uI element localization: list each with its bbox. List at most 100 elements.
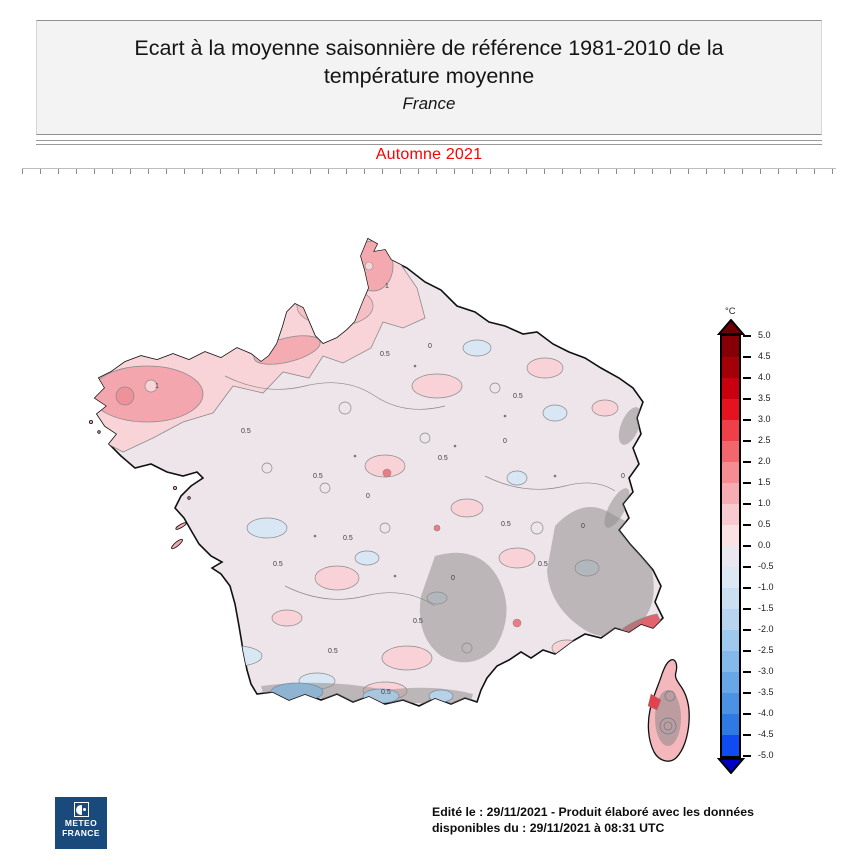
season-label: Automne 2021 xyxy=(375,146,483,163)
islands xyxy=(89,419,191,550)
colorbar-segment xyxy=(722,609,739,630)
svg-text:0.5: 0.5 xyxy=(273,561,283,568)
ruler-divider xyxy=(22,168,836,174)
colorbar-segment xyxy=(722,378,739,399)
colorbar-tick-label: -2.5 xyxy=(758,645,774,655)
colorbar-tick-label: 1.5 xyxy=(758,477,771,487)
svg-text:1: 1 xyxy=(155,383,159,390)
colorbar-tick-label: 4.0 xyxy=(758,372,771,382)
colorbar-tick-label: 3.0 xyxy=(758,414,771,424)
brittany-warm-blob xyxy=(95,365,204,423)
colorbar-tick-label: -2.0 xyxy=(758,624,774,634)
colorbar-tick-label: 0.0 xyxy=(758,540,771,550)
colorbar-segment xyxy=(722,483,739,504)
svg-text:0.5: 0.5 xyxy=(328,648,338,655)
france-anomaly-map: 0.5 0.5 0.5 0.5 0.5 0.5 0.5 0.5 0.5 0.5 … xyxy=(85,226,700,796)
header-box: Ecart à la moyenne saisonnière de référe… xyxy=(36,20,822,135)
normandy-warm-blob xyxy=(253,335,321,365)
colorbar-tick xyxy=(743,461,751,463)
colorbar-segment xyxy=(722,735,739,756)
colorbar-tick xyxy=(743,650,751,652)
colorbar-tick xyxy=(743,440,751,442)
page-subtitle: France xyxy=(402,93,456,113)
svg-text:0: 0 xyxy=(581,523,585,530)
colorbar-tick xyxy=(743,587,751,589)
corsica xyxy=(647,658,690,762)
colorbar-segment xyxy=(722,399,739,420)
colorbar-unit-label: °C xyxy=(725,306,736,317)
colorbar-tick xyxy=(743,713,751,715)
colorbar-tick-label: -4.0 xyxy=(758,708,774,718)
svg-text:0.5: 0.5 xyxy=(438,455,448,462)
colorbar-tick xyxy=(743,734,751,736)
colorbar-segment xyxy=(722,336,739,357)
colorbar-arrow-down-icon xyxy=(717,758,745,774)
colorbar-segment xyxy=(722,525,739,546)
svg-text:0: 0 xyxy=(366,493,370,500)
colorbar-segment xyxy=(722,588,739,609)
colorbar-segments xyxy=(720,334,741,758)
header-divider xyxy=(36,140,822,145)
colorbar-tick xyxy=(743,629,751,631)
colorbar-segment xyxy=(722,651,739,672)
svg-text:0: 0 xyxy=(621,473,625,480)
svg-text:0: 0 xyxy=(503,438,507,445)
colorbar-segment xyxy=(722,672,739,693)
contour-rings xyxy=(224,375,616,654)
colorbar-tick-label: 1.0 xyxy=(758,498,771,508)
colorbar-tick xyxy=(743,398,751,400)
colorbar-tick xyxy=(743,671,751,673)
colorbar-segment xyxy=(722,546,739,567)
colorbar-tick xyxy=(743,545,751,547)
colorbar-segment xyxy=(722,567,739,588)
svg-text:1: 1 xyxy=(385,283,389,290)
colorbar-tick-label: -5.0 xyxy=(758,750,774,760)
colorbar-segment xyxy=(722,420,739,441)
colorbar-tick xyxy=(743,377,751,379)
colorbar-tick-label: 4.5 xyxy=(758,351,771,361)
page-title: Ecart à la moyenne saisonnière de référe… xyxy=(134,36,724,89)
colorbar-tick-label: -4.5 xyxy=(758,729,774,739)
caption-line2: disponibles du : 29/11/2021 à 08:31 UTC xyxy=(432,821,665,836)
svg-text:0: 0 xyxy=(451,575,455,582)
colorbar-segment xyxy=(722,693,739,714)
colorbar-tick xyxy=(743,419,751,421)
colorbar-tick xyxy=(743,335,751,337)
colorbar-tick-label: -3.5 xyxy=(758,687,774,697)
svg-text:0.5: 0.5 xyxy=(241,428,251,435)
colorbar-tick xyxy=(743,503,751,505)
contour-labels: 0.5 0.5 0.5 0.5 0.5 0.5 0.5 0.5 0.5 0.5 … xyxy=(155,283,625,696)
colorbar-tick xyxy=(743,566,751,568)
colorbar-tick xyxy=(743,482,751,484)
colorbar-segment xyxy=(722,357,739,378)
colorbar-tick-label: 2.0 xyxy=(758,456,771,466)
svg-text:0.5: 0.5 xyxy=(513,393,523,400)
colorbar-tick-label: 5.0 xyxy=(758,330,771,340)
colorbar-segment xyxy=(722,441,739,462)
colorbar-tick-label: -0.5 xyxy=(758,561,774,571)
colorbar-tick-label: 2.5 xyxy=(758,435,771,445)
colorbar-tick xyxy=(743,608,751,610)
colorbar-tick xyxy=(743,755,751,757)
colorbar-segment xyxy=(722,714,739,735)
caption-line1: Edité le : 29/11/2021 - Produit élaboré … xyxy=(432,805,754,819)
colorbar: °C 5.0 4.5 4.0 3.5 3.0 2.5 2.0 1.5 1.0 0.5 0.0 -0.5… xyxy=(712,306,842,791)
colorbar-segment xyxy=(722,462,739,483)
colorbar-tick xyxy=(743,356,751,358)
colorbar-tick xyxy=(743,692,751,694)
colorbar-tick-label: 0.5 xyxy=(758,519,771,529)
svg-text:0.5: 0.5 xyxy=(313,473,323,480)
svg-text:0: 0 xyxy=(428,343,432,350)
logo-text-line2: FRANCE xyxy=(62,827,100,838)
logo-text-line1: METEO xyxy=(64,818,98,828)
svg-text:0.5: 0.5 xyxy=(501,521,511,528)
colorbar-tick-label: -1.0 xyxy=(758,582,774,592)
meteo-france-icon xyxy=(73,802,89,817)
colorbar-segment xyxy=(722,504,739,525)
colorbar-arrow-up-icon xyxy=(717,319,745,335)
svg-text:0.5: 0.5 xyxy=(413,618,423,625)
colorbar-tick-label: 3.5 xyxy=(758,393,771,403)
colorbar-tick-label: -3.0 xyxy=(758,666,774,676)
colorbar-tick-label: -1.5 xyxy=(758,603,774,613)
